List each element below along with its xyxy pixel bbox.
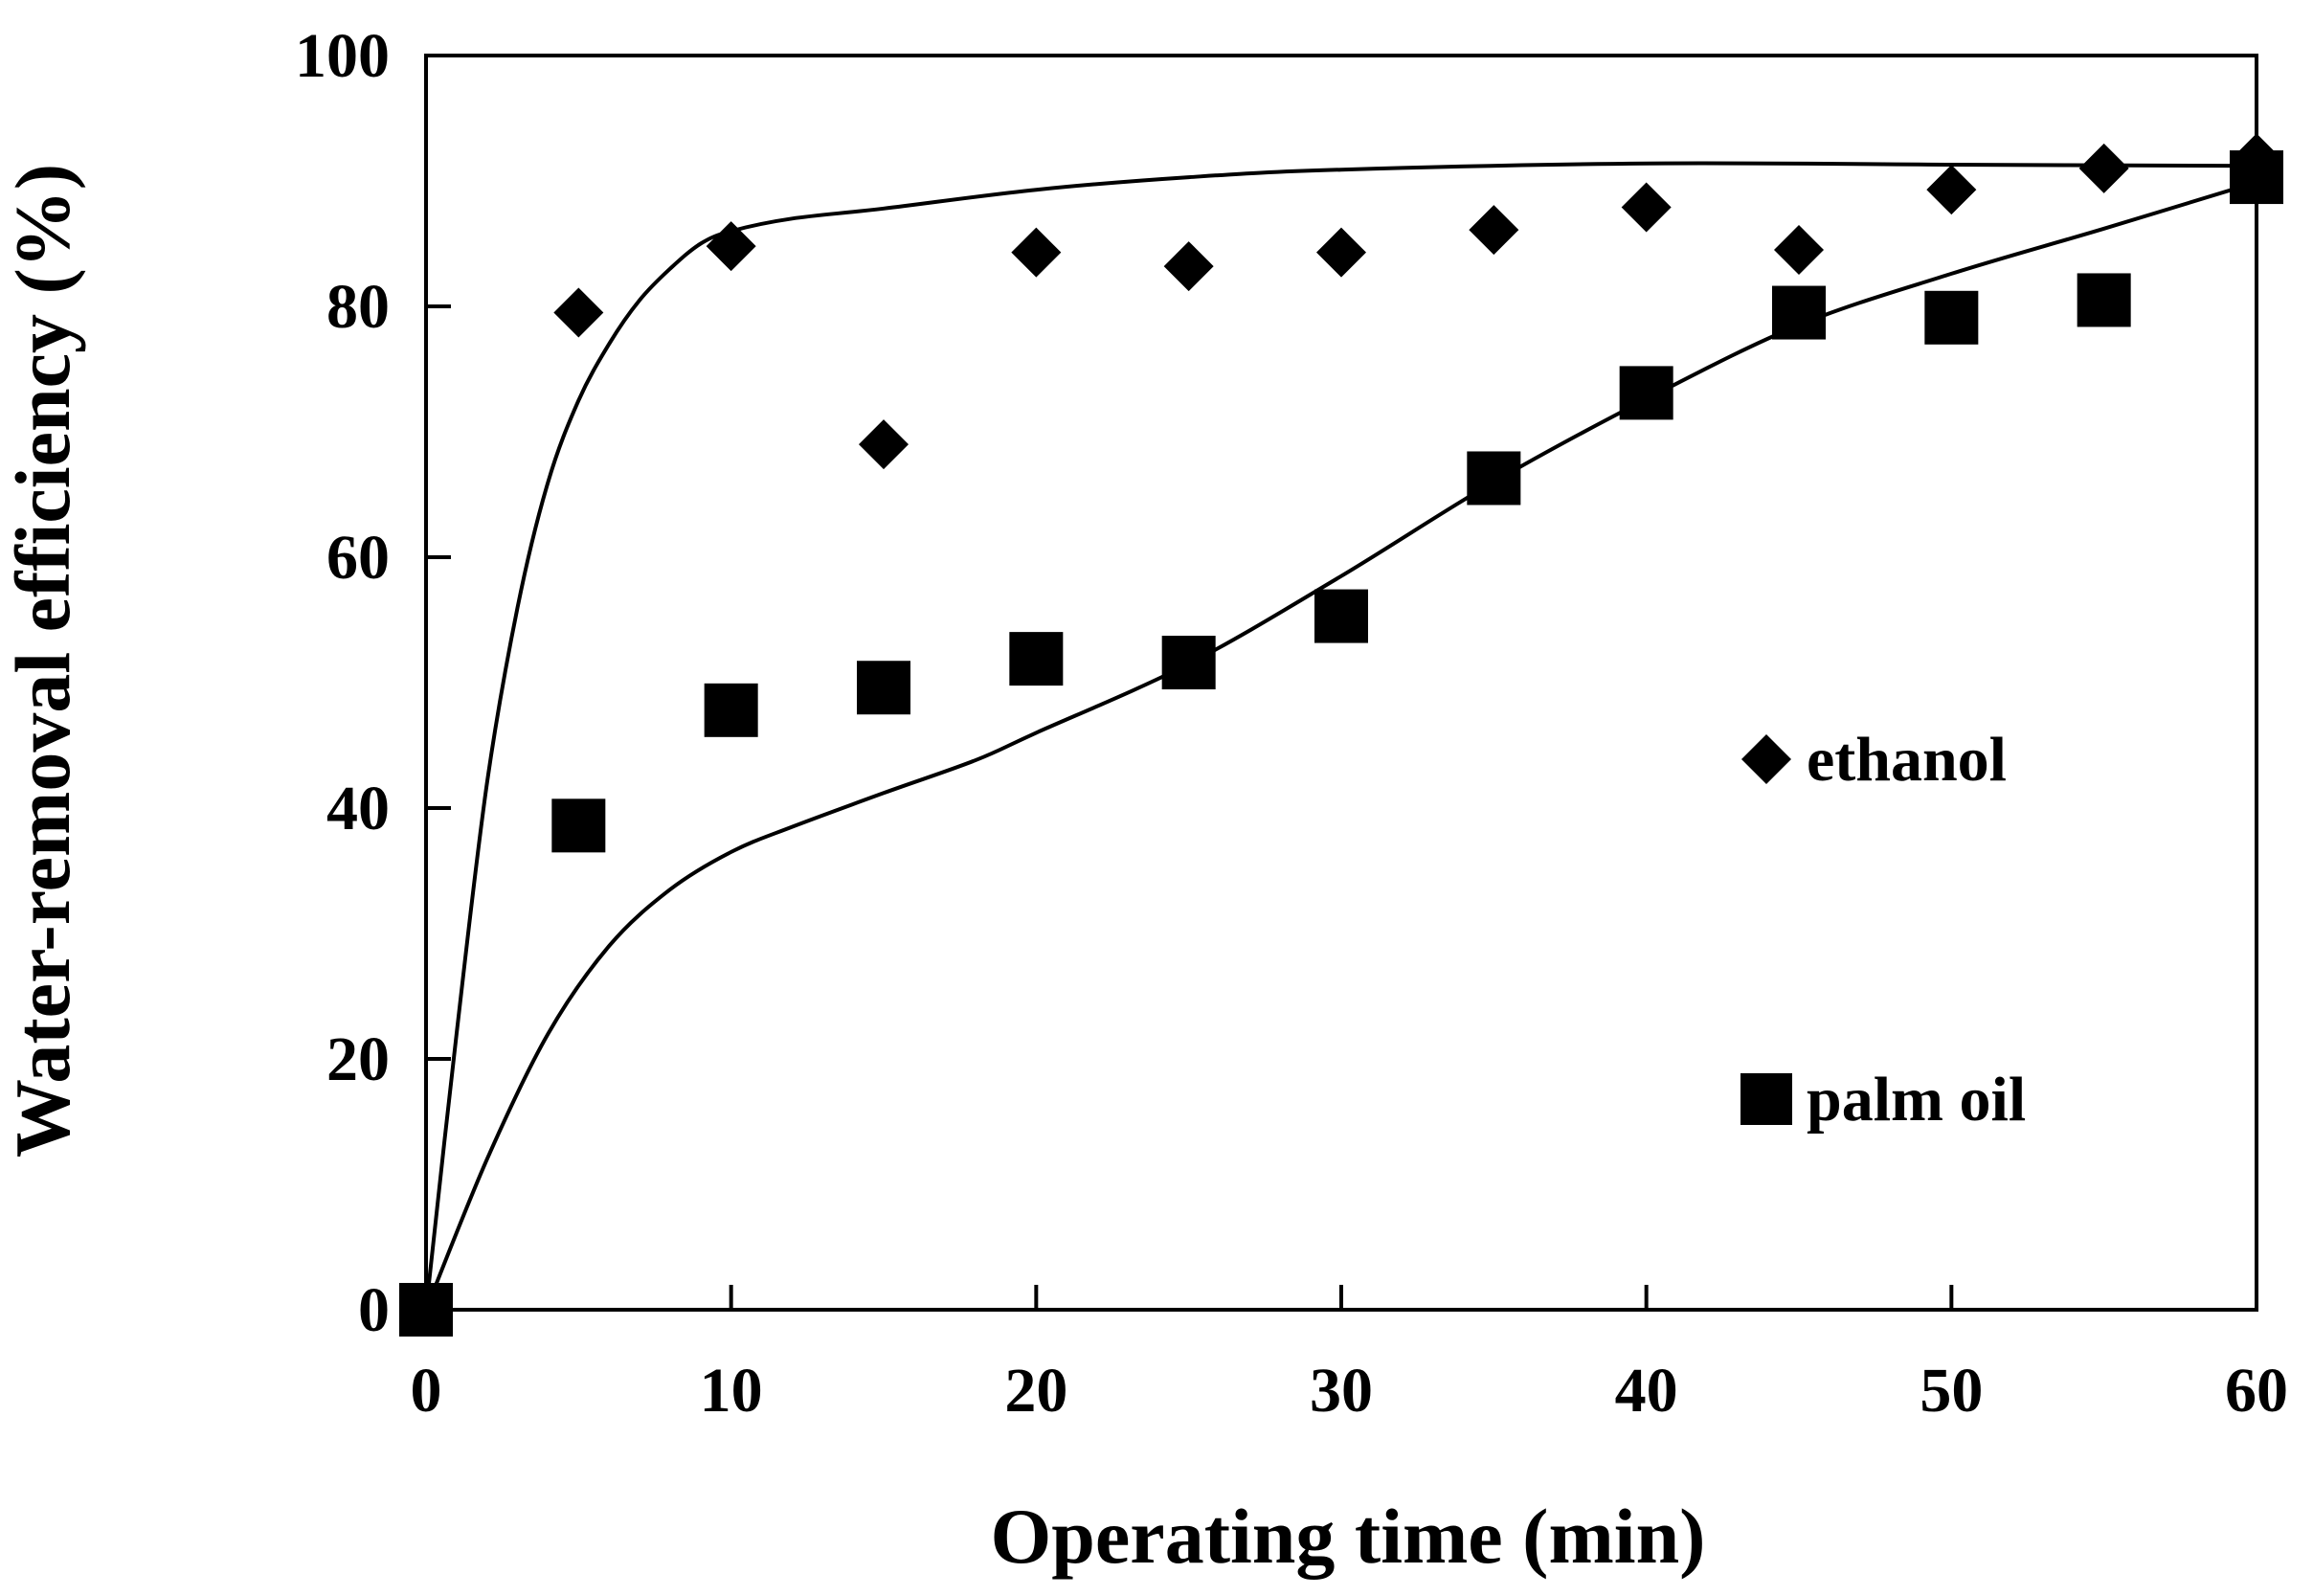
palm-oil-point: [1772, 285, 1826, 340]
palm-oil-point: [704, 683, 758, 737]
palm-oil-point: [1924, 290, 1979, 345]
ethanol-point: [1469, 205, 1519, 256]
ethanol-point: [706, 221, 756, 272]
axes: 0 20 40 60 80 100 0 10 20 30 40 50 60: [295, 21, 2288, 1426]
legend-marker-palm-oil: [1740, 1073, 1792, 1125]
data-markers: [399, 133, 2283, 1337]
x-tick-label: 20: [1004, 1356, 1067, 1426]
legend-marker-ethanol: [1741, 734, 1791, 784]
ethanol-point: [859, 419, 909, 470]
legend-label-ethanol: ethanol: [1807, 725, 2007, 795]
ethanol-point: [1621, 182, 1672, 233]
y-tick-label: 100: [295, 21, 390, 91]
palm-oil-point: [1314, 589, 1368, 643]
palm-oil-point: [399, 1283, 453, 1337]
y-tick-label: 20: [326, 1024, 390, 1094]
ethanol-point: [2078, 143, 2129, 193]
x-tick-label: 30: [1310, 1356, 1373, 1426]
palm-oil-point: [1619, 366, 1673, 420]
palm-oil-point: [857, 661, 910, 715]
x-tick-label: 40: [1615, 1356, 1678, 1426]
palm-oil-point: [551, 798, 606, 853]
ethanol-point: [1011, 227, 1062, 278]
legend-item-ethanol: ethanol: [1741, 725, 2007, 795]
x-tick-label: 10: [700, 1356, 763, 1426]
palm-oil-point: [1467, 451, 1521, 506]
palm-oil-point: [1161, 636, 1216, 690]
ethanol-point: [1774, 225, 1824, 276]
y-tick-label: 40: [326, 774, 390, 843]
legend-label-palm-oil: palm oil: [1807, 1065, 2026, 1135]
y-tick-label: 80: [326, 272, 390, 342]
y-axis-title: Water-removal efficiency (%): [0, 164, 86, 1158]
legend-item-palm-oil: palm oil: [1740, 1065, 2026, 1135]
y-tick-label: 60: [326, 523, 390, 593]
palm-oil-point: [2230, 150, 2283, 205]
y-tick-label: 0: [358, 1275, 390, 1345]
palm-oil-point: [1009, 632, 1064, 686]
ethanol-point: [1316, 227, 1366, 278]
legend: ethanol palm oil: [1740, 725, 2026, 1135]
palm-oil-fit-curve: [424, 180, 2257, 1311]
x-tick-label: 0: [411, 1356, 442, 1426]
x-tick-label: 60: [2225, 1356, 2288, 1426]
x-tick-label: 50: [1920, 1356, 1983, 1426]
ethanol-point: [1163, 241, 1214, 292]
palm-oil-point: [2077, 273, 2131, 327]
ethanol-point: [1926, 165, 1977, 215]
ethanol-point: [553, 287, 604, 338]
x-axis-title: Operating time (min): [991, 1493, 1706, 1580]
